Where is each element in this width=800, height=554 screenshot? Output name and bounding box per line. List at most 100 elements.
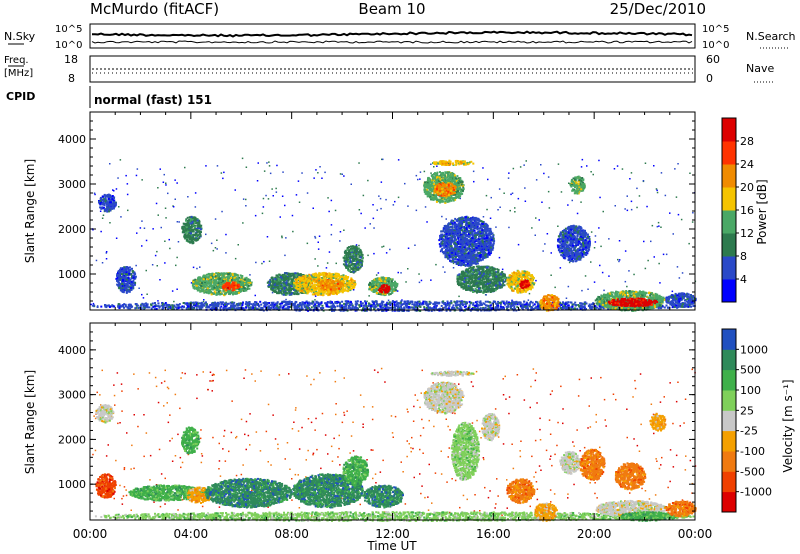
echo-speckle xyxy=(419,282,421,284)
echo-speckle xyxy=(503,193,505,195)
echo-cell xyxy=(560,307,562,309)
echo-speckle xyxy=(262,213,264,215)
echo-cell xyxy=(493,300,495,302)
echo-cell xyxy=(238,292,240,294)
echo-cell xyxy=(497,306,499,308)
echo-speckle xyxy=(138,288,140,290)
echo-cell xyxy=(132,275,134,277)
echo-cell xyxy=(447,301,449,303)
echo-speckle xyxy=(249,274,251,276)
echo-cell xyxy=(294,303,296,305)
echo-cell xyxy=(403,303,405,305)
echo-cell xyxy=(128,285,130,287)
echo-speckle xyxy=(405,281,407,283)
echo-cell xyxy=(187,228,189,230)
echo-speckle xyxy=(659,282,661,284)
echo-speckle xyxy=(520,166,522,168)
echo-cell xyxy=(203,278,205,280)
echo-cell xyxy=(97,306,99,308)
echo-speckle xyxy=(595,241,597,243)
echo-speckle xyxy=(577,213,579,215)
echo-speckle xyxy=(692,221,694,223)
echo-speckle xyxy=(491,197,493,199)
power-heatmap xyxy=(90,158,696,312)
echo-cell xyxy=(192,230,194,232)
echo-speckle xyxy=(600,246,602,248)
echo-cell xyxy=(200,290,202,292)
echo-cell xyxy=(118,270,120,272)
echo-speckle xyxy=(442,266,444,268)
echo-speckle xyxy=(103,215,105,217)
echo-cell xyxy=(664,307,666,309)
echo-cell xyxy=(144,305,146,307)
echo-cell xyxy=(528,304,530,306)
echo-speckle xyxy=(526,160,528,162)
echo-cell xyxy=(162,307,164,309)
echo-speckle xyxy=(141,245,143,247)
echo-cell xyxy=(319,302,321,304)
echo-speckle xyxy=(307,243,309,245)
echo-speckle xyxy=(271,188,273,190)
echo-speckle xyxy=(543,173,545,175)
echo-speckle xyxy=(407,268,409,270)
echo-speckle xyxy=(512,193,514,195)
echo-speckle xyxy=(280,216,282,218)
echo-cell xyxy=(108,210,110,212)
echo-cell xyxy=(345,305,347,307)
echo-speckle xyxy=(358,162,360,164)
echo-cell xyxy=(199,221,201,223)
echo-speckle xyxy=(548,176,550,178)
echo-speckle xyxy=(518,198,520,200)
echo-cell xyxy=(410,307,412,309)
echo-speckle xyxy=(90,304,92,306)
echo-cell xyxy=(452,304,454,306)
echo-speckle xyxy=(380,208,382,210)
echo-speckle xyxy=(473,181,475,183)
echo-cell xyxy=(415,304,417,306)
echo-speckle xyxy=(269,261,271,263)
echo-speckle xyxy=(541,202,543,204)
echo-cell xyxy=(423,306,425,308)
echo-speckle xyxy=(497,209,499,211)
echo-cell xyxy=(140,305,142,307)
echo-speckle xyxy=(382,159,384,161)
echo-speckle xyxy=(603,211,605,213)
echo-speckle xyxy=(317,265,319,267)
echo-cell xyxy=(304,302,306,304)
echo-cell xyxy=(162,303,164,305)
echo-speckle xyxy=(430,172,432,174)
echo-cell xyxy=(129,266,131,268)
echo-cell xyxy=(201,306,203,308)
echo-cell xyxy=(103,201,105,203)
echo-cell xyxy=(537,303,539,305)
echo-speckle xyxy=(178,241,180,243)
echo-cell xyxy=(183,302,185,304)
echo-speckle xyxy=(594,281,596,283)
echo-speckle xyxy=(116,238,118,240)
echo-cell xyxy=(126,291,128,293)
echo-cell xyxy=(151,304,153,306)
echo-cell xyxy=(197,305,199,307)
echo-speckle xyxy=(514,207,516,209)
echo-cell xyxy=(232,305,234,307)
echo-speckle xyxy=(94,193,96,195)
echo-speckle xyxy=(336,263,338,265)
echo-cell xyxy=(113,201,115,203)
echo-speckle xyxy=(658,222,660,224)
echo-speckle xyxy=(689,173,691,175)
echo-speckle xyxy=(373,218,375,220)
echo-speckle xyxy=(615,205,617,207)
echo-cell xyxy=(353,308,355,310)
echo-cell xyxy=(202,290,204,292)
echo-cell xyxy=(572,306,574,308)
echo-cell xyxy=(589,307,591,309)
echo-cell xyxy=(211,307,213,309)
echo-speckle xyxy=(327,262,329,264)
echo-cell xyxy=(227,284,229,286)
echo-cell xyxy=(231,301,233,303)
echo-speckle xyxy=(112,189,114,191)
echo-speckle xyxy=(173,206,175,208)
echo-speckle xyxy=(483,216,485,218)
echo-speckle xyxy=(568,286,570,288)
echo-speckle xyxy=(216,240,218,242)
